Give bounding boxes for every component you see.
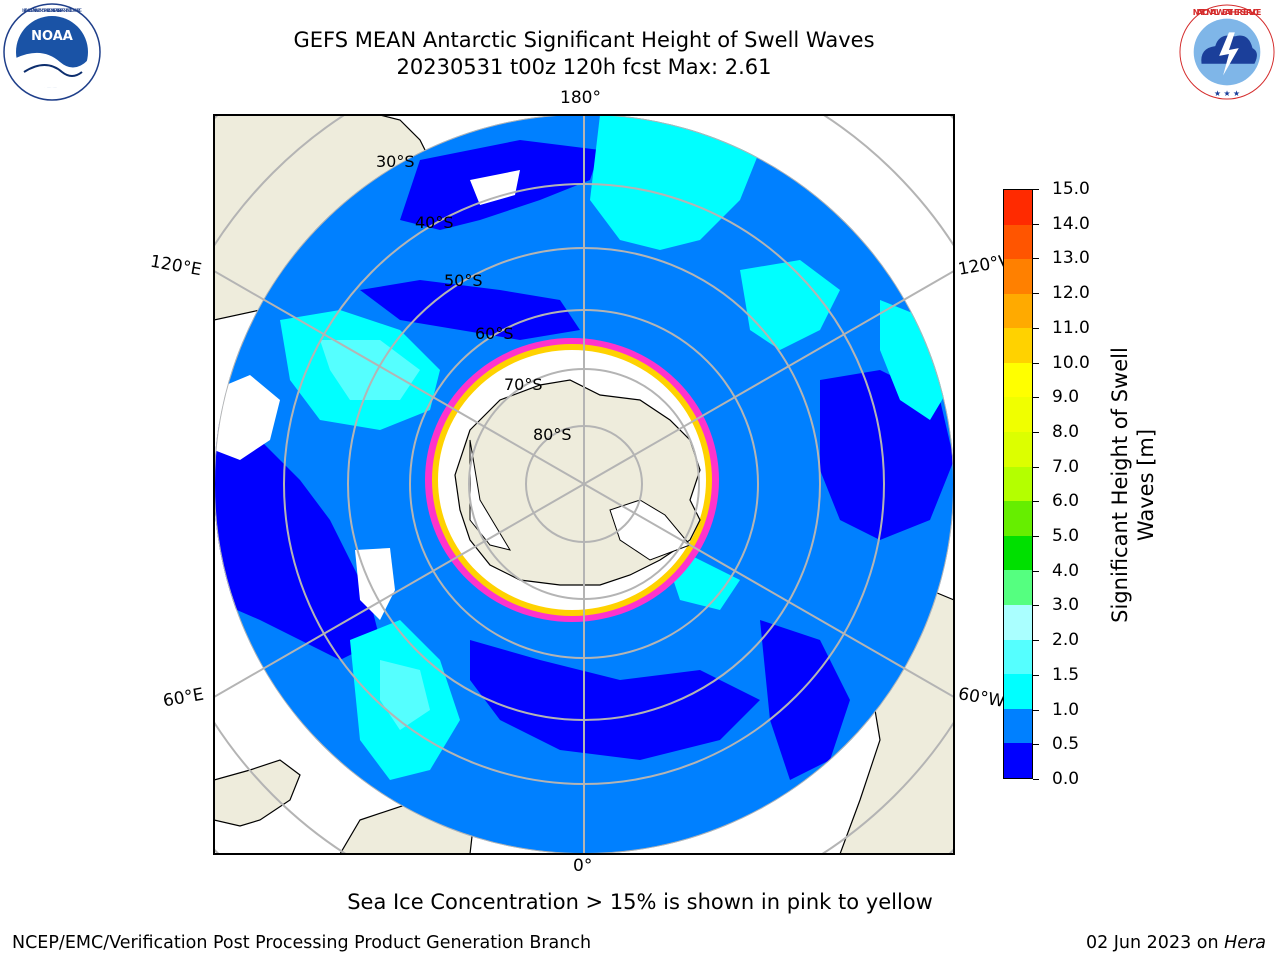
colorbar-tick	[1033, 675, 1039, 676]
colorbar-label: Significant Height of Swell Waves [m]	[1108, 347, 1158, 623]
colorbar-tick-label: 0.5	[1052, 734, 1080, 754]
lat-label-60s: 60°S	[475, 324, 514, 343]
lat-label-50s: 50°S	[444, 271, 483, 290]
colorbar-segment	[1004, 362, 1032, 398]
swell-region-light	[320, 340, 420, 400]
colorbar-segment	[1004, 743, 1032, 778]
colorbar-tick-label: 8.0	[1052, 422, 1080, 442]
colorbar-tick-label: 10.0	[1052, 353, 1090, 373]
colorbar-tick	[1033, 258, 1039, 259]
colorbar-segment	[1004, 224, 1032, 260]
nws-ring-text: NATIONAL WEATHER SERVICE	[1193, 8, 1262, 17]
colorbar-tick-label: 6.0	[1052, 491, 1080, 511]
colorbar-tick	[1033, 328, 1039, 329]
colorbar-tick	[1033, 605, 1039, 606]
colorbar-tick-label: 7.0	[1052, 457, 1080, 477]
lat-label-80s: 80°S	[533, 425, 572, 444]
colorbar-tick	[1033, 363, 1039, 364]
colorbar-tick-label: 15.0	[1052, 179, 1090, 199]
footer-branch: NCEP/EMC/Verification Post Processing Pr…	[12, 933, 592, 953]
swell-region-cyan	[740, 260, 840, 350]
footer-date-text: 02 Jun 2023 on	[1085, 933, 1225, 953]
footer-date: 02 Jun 2023 on Hera	[1086, 933, 1266, 953]
noaa-logo: NOAA NATIONAL OCEANIC AND ATMOSPHERIC AD…	[3, 3, 101, 101]
colorbar-tick	[1033, 293, 1039, 294]
colorbar-tick	[1033, 710, 1039, 711]
colorbar-segment	[1004, 535, 1032, 571]
ice-shelf-ross	[469, 439, 512, 551]
colorbar-tick-label: 5.0	[1052, 526, 1080, 546]
colorbar-tick	[1033, 779, 1039, 780]
colorbar-segment	[1004, 708, 1032, 744]
colorbar-segment	[1004, 189, 1032, 225]
colorbar	[1003, 189, 1033, 779]
colorbar-segment	[1004, 466, 1032, 502]
map-title: GEFS MEAN Antarctic Significant Height o…	[293, 28, 875, 52]
swell-region-light	[380, 660, 430, 730]
nws-logo: NATIONAL WEATHER SERVICE ★ ★ ★	[1179, 4, 1275, 100]
lat-label-30s: 30°S	[376, 152, 415, 171]
colorbar-tick	[1033, 501, 1039, 502]
lon-label-180: 180°	[560, 88, 601, 108]
colorbar-segment	[1004, 501, 1032, 536]
lon-label-0: 0°	[573, 856, 593, 876]
map-frame	[213, 114, 955, 855]
colorbar-tick	[1033, 571, 1039, 572]
colorbar-segment	[1004, 328, 1032, 363]
colorbar-tick	[1033, 536, 1039, 537]
noaa-ring-text: NATIONAL OCEANIC AND ATMOSPHERIC ADMINIS…	[22, 8, 82, 14]
colorbar-tick-label: 4.0	[1052, 561, 1080, 581]
colorbar-tick-label: 14.0	[1052, 214, 1090, 234]
swell-region-low	[214, 420, 380, 660]
swell-region-low	[470, 640, 760, 760]
colorbar-tick	[1033, 189, 1039, 190]
colorbar-tick-label: 0.0	[1052, 769, 1080, 789]
colorbar-tick	[1033, 397, 1039, 398]
no-data-region	[470, 170, 520, 205]
colorbar-tick-label: 9.0	[1052, 387, 1080, 407]
colorbar-tick-label: 1.0	[1052, 700, 1080, 720]
colorbar-tick	[1033, 640, 1039, 641]
lat-label-70s: 70°S	[504, 375, 543, 394]
colorbar-segment	[1004, 259, 1032, 294]
colorbar-segment	[1004, 674, 1032, 709]
footer-host: Hera	[1224, 933, 1266, 953]
noaa-wordmark: NOAA	[31, 29, 73, 44]
no-data-region	[214, 375, 280, 460]
colorbar-tick	[1033, 467, 1039, 468]
colorbar-segment	[1004, 293, 1032, 329]
colorbar-tick	[1033, 224, 1039, 225]
sea-ice-caption: Sea Ice Concentration > 15% is shown in …	[347, 890, 933, 914]
colorbar-segment	[1004, 639, 1032, 675]
colorbar-tick	[1033, 432, 1039, 433]
colorbar-segment	[1004, 570, 1032, 606]
colorbar-tick	[1033, 744, 1039, 745]
colorbar-tick-label: 1.5	[1052, 665, 1080, 685]
colorbar-segment	[1004, 432, 1032, 467]
nws-stars: ★ ★ ★	[1214, 89, 1240, 98]
map-subtitle: 20230531 t00z 120h fcst Max: 2.61	[396, 55, 772, 79]
swell-region-low	[360, 280, 580, 340]
no-data-region	[355, 548, 395, 620]
colorbar-segment	[1004, 397, 1032, 433]
colorbar-tick-label: 12.0	[1052, 283, 1090, 303]
swell-region-cyan	[880, 300, 954, 420]
colorbar-tick-label: 3.0	[1052, 595, 1080, 615]
colorbar-tick-label: 13.0	[1052, 248, 1090, 268]
colorbar-tick-label: 2.0	[1052, 630, 1080, 650]
colorbar-tick-label: 11.0	[1052, 318, 1090, 338]
colorbar-segment	[1004, 605, 1032, 640]
lat-label-40s: 40°S	[415, 213, 454, 232]
